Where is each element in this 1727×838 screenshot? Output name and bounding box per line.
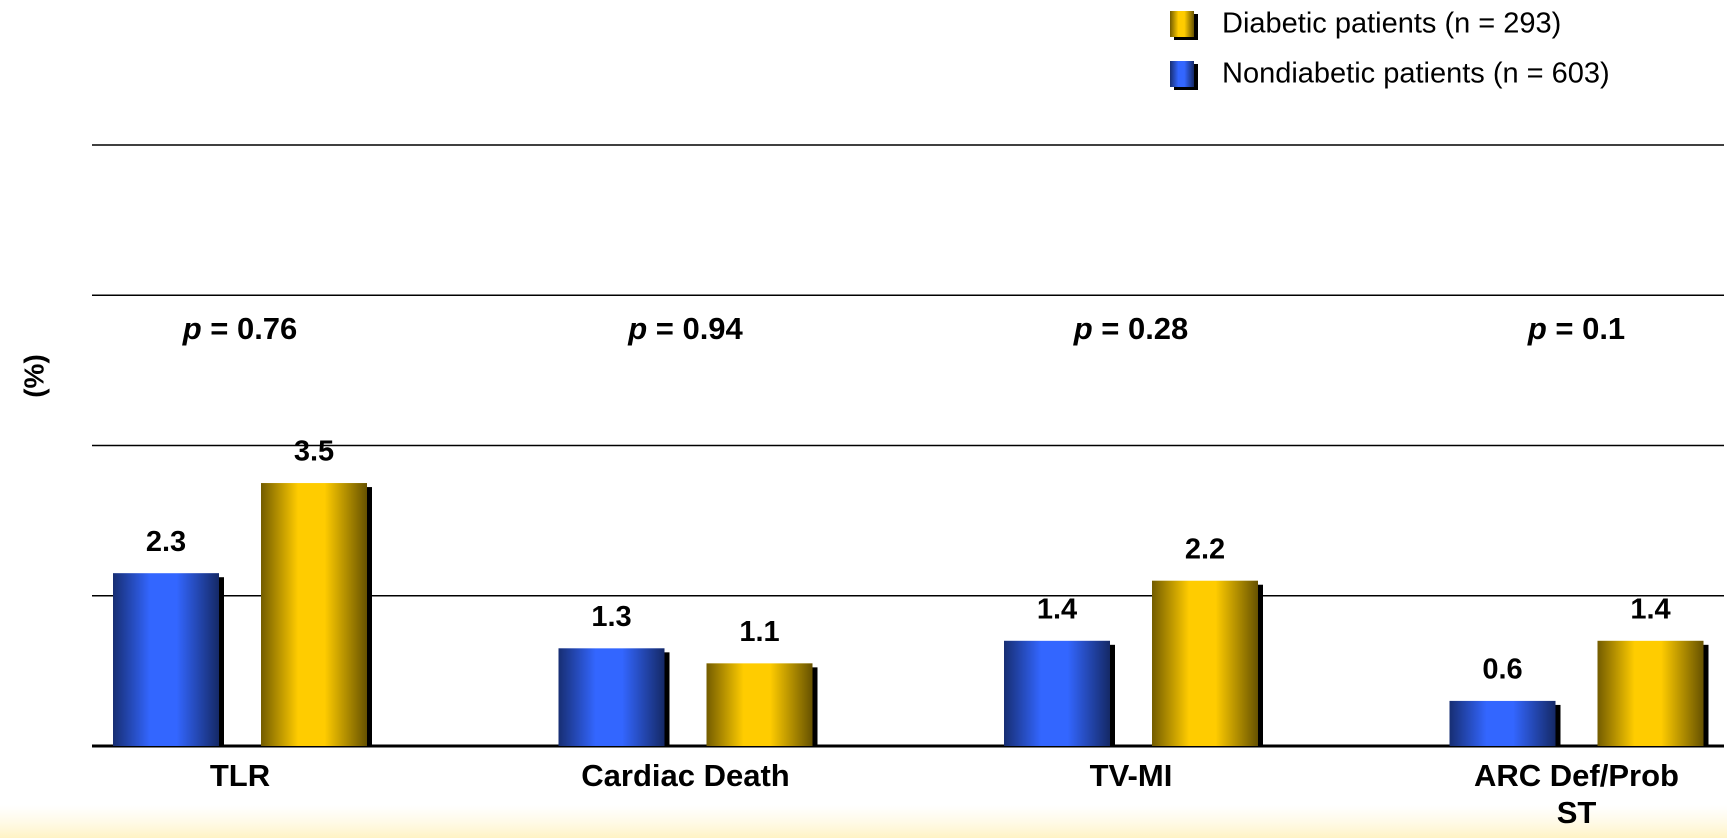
value-label: 2.3 bbox=[146, 526, 186, 558]
p-symbol: p bbox=[627, 311, 647, 346]
p-value: p = 0.1 bbox=[1527, 311, 1625, 346]
bar-shade bbox=[113, 573, 219, 746]
x-tick-label: TLR bbox=[210, 758, 270, 793]
label-line: ARC Def/Prob bbox=[1474, 758, 1679, 793]
bar-shade bbox=[1449, 700, 1556, 746]
y-axis-label: (%) bbox=[18, 354, 49, 398]
p-symbol: p bbox=[1527, 311, 1547, 346]
bar-shade bbox=[1152, 580, 1258, 746]
x-tick-label: TV-MI bbox=[1090, 758, 1173, 793]
p-value: p = 0.28 bbox=[1073, 311, 1189, 346]
x-tick-label: ARC Def/Prob ST bbox=[1474, 758, 1679, 830]
p-rest: = 0.28 bbox=[1093, 311, 1189, 346]
value-label: 0.6 bbox=[1482, 654, 1522, 686]
value-label: 3.5 bbox=[294, 436, 334, 468]
value-label: 1.4 bbox=[1037, 593, 1077, 625]
value-label: 1.1 bbox=[739, 616, 779, 648]
bar-shade bbox=[1597, 640, 1704, 746]
background-strip bbox=[0, 805, 1727, 838]
label-line: ST bbox=[1557, 795, 1597, 830]
p-rest: = 0.1 bbox=[1547, 311, 1625, 346]
legend-label: Nondiabetic patients (n = 603) bbox=[1222, 58, 1610, 90]
bar-shade bbox=[1004, 640, 1110, 746]
p-value: p = 0.76 bbox=[182, 311, 298, 346]
p-rest: = 0.76 bbox=[202, 311, 298, 346]
value-label: 1.3 bbox=[591, 601, 631, 633]
bar-shade bbox=[706, 663, 813, 746]
p-symbol: p bbox=[1073, 311, 1093, 346]
value-label: 1.4 bbox=[1630, 593, 1670, 625]
bar-shade bbox=[261, 483, 367, 746]
x-tick-label: Cardiac Death bbox=[581, 758, 789, 793]
value-label: 2.2 bbox=[1185, 533, 1225, 565]
legend-label: Diabetic patients (n = 293) bbox=[1222, 8, 1561, 40]
p-value: p = 0.94 bbox=[627, 311, 743, 346]
legend-shade bbox=[1170, 61, 1194, 87]
p-symbol: p bbox=[182, 311, 202, 346]
p-rest: = 0.94 bbox=[647, 311, 743, 346]
legend-shade bbox=[1170, 11, 1194, 37]
bar-shade bbox=[558, 648, 665, 746]
